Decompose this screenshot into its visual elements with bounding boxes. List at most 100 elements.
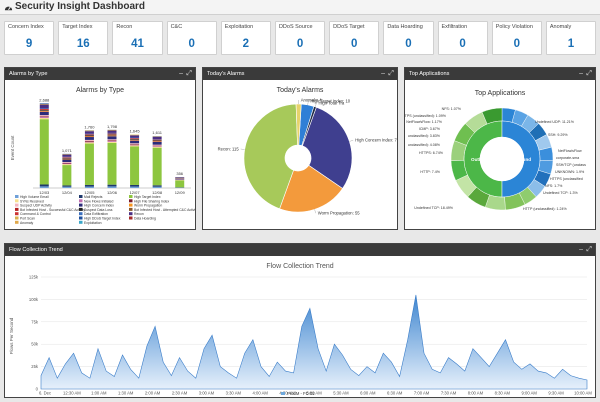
chart-title: Today's Alarms [277, 87, 324, 94]
legend-swatch [15, 199, 19, 202]
legend-swatch [79, 212, 83, 215]
chart-title: Alarms by Type [76, 87, 124, 94]
tile-label: Anomaly [550, 24, 571, 30]
legend-swatch [79, 208, 83, 211]
maximize-icon[interactable]: ⤢ [586, 244, 592, 255]
bar-segment [108, 143, 117, 185]
legend-swatch [281, 392, 285, 395]
legend-swatch [129, 204, 133, 207]
legend-swatch [79, 195, 83, 198]
bar-segment [85, 136, 94, 137]
legend-item: Data Hoarding [134, 217, 156, 221]
bar-segment [85, 185, 94, 187]
bar-segment [108, 136, 117, 139]
maximize-icon[interactable]: ⤢ [186, 68, 192, 79]
y-tick-label: 50k [31, 342, 39, 347]
minimize-icon[interactable]: – [179, 68, 183, 79]
bar-segment [153, 145, 162, 146]
bar-segment [108, 131, 117, 133]
bar-segment [175, 180, 184, 187]
tile-label: C&C [171, 24, 183, 30]
x-tick-label: 2:00 AM [145, 391, 161, 396]
minimize-icon[interactable]: – [579, 244, 583, 255]
minimize-icon[interactable]: – [381, 68, 385, 79]
bar-segment [153, 148, 162, 186]
x-tick-label: 12/06 [107, 190, 118, 195]
bar-segment [62, 157, 71, 158]
dashboard-icon [4, 3, 13, 12]
y-tick-label: 25k [31, 364, 39, 369]
app-slice-label: Undefined TCP: 1.3% [543, 191, 578, 195]
maximize-icon[interactable]: ⤢ [388, 68, 394, 79]
minimize-icon[interactable]: – [579, 68, 583, 79]
legend-swatch [129, 217, 133, 220]
chart-title: Flow Collection Trend [266, 263, 333, 270]
panel-title: Top Applications [409, 71, 449, 77]
bar-segment [108, 185, 117, 187]
slice-label: Worm Propagation: 55 [318, 211, 360, 216]
bar-total-label: 1,071 [62, 148, 73, 153]
slice-leader-line [241, 149, 245, 150]
slice-leader-line [315, 103, 316, 107]
maximize-icon[interactable]: ⤢ [586, 68, 592, 79]
slice-label: Anomaly: 4 [301, 98, 323, 103]
tile-value: 0 [493, 38, 541, 50]
bar-segment [130, 187, 139, 188]
bar-segment [62, 163, 71, 164]
x-tick-label: 5:30 AM [333, 391, 349, 396]
bar-segment [85, 142, 94, 143]
bar-segment [130, 185, 139, 187]
app-slice-label: corporate-sma [556, 156, 579, 160]
dashboard-header: Security Insight Dashboard [0, 0, 600, 15]
panel-title: Today's Alarms [207, 71, 244, 77]
app-slice-label: UNKNOWN: 1.9% [555, 170, 585, 174]
bar-total-label: 356 [176, 171, 183, 176]
tile-label: Policy Violation [496, 24, 533, 30]
bar-segment [108, 130, 117, 131]
bar-segment [85, 187, 94, 188]
bar-segment [130, 145, 139, 146]
app-slice-label: NFS: 1.07% [442, 107, 462, 111]
bar-segment [130, 138, 139, 139]
bar-segment [62, 185, 71, 186]
slice-label: High Total Tra [318, 101, 344, 106]
x-tick-label: 12/09 [175, 190, 186, 195]
tile-value: 41 [113, 38, 161, 50]
bar-segment [130, 146, 139, 185]
metric-tile-policy-violation[interactable]: Policy Violation 0 [492, 21, 542, 55]
bar-segment [85, 135, 94, 136]
app-slice-label: HTTP: 7.4% [420, 170, 440, 174]
bar-segment [85, 131, 94, 132]
bar-segment [85, 140, 94, 141]
tile-label: Target Index [62, 24, 92, 30]
tile-value: 0 [330, 38, 378, 50]
bar-segment [130, 145, 139, 146]
bar-segment [40, 112, 49, 115]
bar-segment [108, 133, 117, 134]
bar-segment [62, 162, 71, 163]
bar-segment [40, 110, 49, 111]
bar-total-label: 1,645 [130, 129, 141, 134]
legend-swatch [79, 204, 83, 207]
x-tick-label: 8:30 AM [495, 391, 511, 396]
bar-segment [40, 105, 49, 109]
x-tick-label: 3:30 AM [226, 391, 242, 396]
x-tick-label: 1:00 AM [91, 391, 107, 396]
tile-value: 0 [439, 38, 487, 50]
app-slice-label: ICMP: 3.67% [419, 127, 441, 131]
page-title: Security Insight Dashboard [15, 1, 145, 12]
tile-label: DDoS Target [333, 24, 364, 30]
metric-tile-ddos-target[interactable]: DDoS Target 0 [329, 21, 379, 55]
